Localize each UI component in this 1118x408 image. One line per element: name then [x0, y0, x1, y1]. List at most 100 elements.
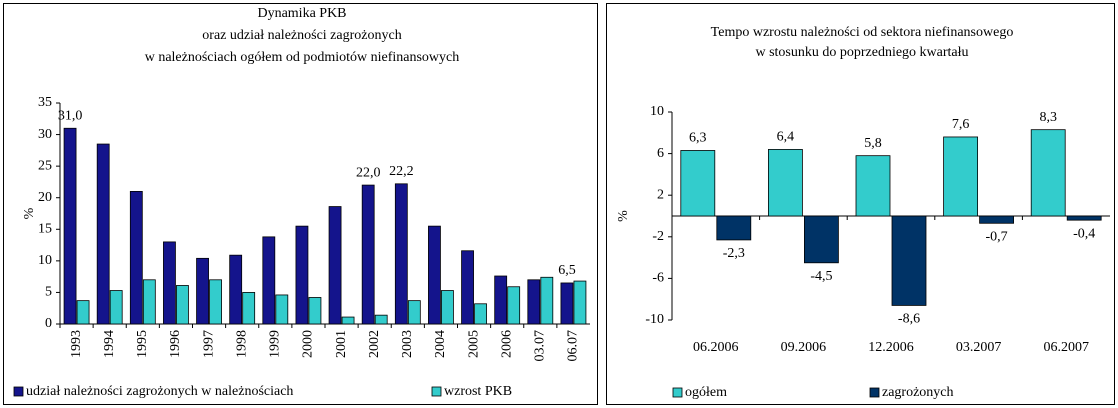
chart-title: Tempo wzrostu należności od sektora nief…: [711, 25, 1014, 40]
x-tick-label: 03.2007: [956, 340, 1002, 355]
bar: [527, 279, 541, 325]
legend-swatch: [13, 386, 24, 397]
value-label: -0,7: [986, 229, 1008, 244]
value-label: -4,5: [810, 269, 832, 284]
y-axis-label: %: [616, 210, 631, 222]
y-tick-label: 30: [38, 127, 52, 142]
y-tick-label: 0: [45, 316, 52, 331]
y-tick-label: 2: [657, 187, 664, 202]
x-tick-label: 2004: [433, 330, 448, 358]
legend-swatch: [672, 387, 683, 398]
x-tick-label: 12.2006: [868, 340, 914, 355]
bar: [441, 290, 454, 325]
value-label: 22,0: [356, 165, 381, 180]
bar: [262, 236, 276, 325]
bar: [96, 143, 110, 325]
x-tick-label: 2003: [400, 330, 415, 358]
value-label: 31,0: [58, 108, 83, 123]
bar: [855, 155, 891, 217]
x-tick-label: 2000: [301, 330, 316, 358]
bar: [76, 300, 90, 325]
x-tick-label: 09.2006: [781, 340, 827, 355]
y-tick-label: 15: [38, 222, 52, 237]
bar: [1066, 215, 1102, 221]
bar: [428, 225, 441, 325]
bar: [804, 215, 839, 264]
x-tick-label: 06.07: [566, 330, 581, 362]
y-tick-label: 20: [38, 190, 52, 205]
legend-swatch: [869, 387, 880, 398]
y-tick-label: 6: [657, 146, 664, 161]
bar: [361, 184, 375, 325]
value-label: 6,3: [689, 131, 707, 146]
bar: [394, 183, 408, 325]
bar: [209, 279, 222, 325]
x-tick-label: 06.2007: [1043, 340, 1089, 355]
bar: [109, 290, 123, 325]
bar: [540, 276, 554, 325]
y-tick-label: -2: [652, 229, 664, 244]
bar: [129, 190, 143, 325]
legend-label: wzrost PKB: [444, 384, 512, 399]
bar: [196, 257, 209, 325]
x-tick-label: 2001: [334, 330, 349, 358]
bar: [943, 136, 978, 217]
x-tick-label: 1994: [102, 330, 117, 358]
bar: [1030, 129, 1066, 217]
chart-title: oraz udział należności zagrożonych: [202, 28, 401, 43]
y-tick-label: -10: [645, 312, 664, 327]
bar: [716, 215, 752, 241]
x-tick-label: 1993: [69, 330, 84, 358]
bar: [341, 316, 355, 325]
x-tick-label: 1999: [268, 330, 283, 358]
x-tick-label: 1998: [234, 330, 249, 358]
value-label: 6,5: [558, 263, 576, 278]
bar: [163, 241, 176, 325]
bar: [275, 294, 289, 325]
y-axis-label: %: [22, 207, 37, 219]
bar: [494, 275, 508, 325]
bar: [308, 297, 322, 325]
value-label: 5,8: [864, 136, 882, 151]
value-label: -2,3: [723, 246, 745, 261]
bar: [295, 225, 309, 325]
y-tick-label: 35: [38, 95, 52, 110]
y-tick-label: 25: [38, 158, 52, 173]
bar: [407, 300, 421, 325]
bar: [768, 149, 803, 217]
value-label: 22,2: [389, 164, 414, 179]
bar: [229, 254, 243, 325]
bar: [63, 127, 77, 325]
bar: [573, 280, 587, 325]
x-tick-label: 03.07: [533, 330, 548, 362]
x-tick-label: 1997: [201, 330, 216, 358]
bar: [242, 292, 256, 325]
chart-title: Dynamika PKB: [257, 6, 346, 21]
value-label: -8,6: [898, 312, 920, 327]
x-tick-label: 2002: [367, 330, 382, 358]
legend-label: ogółem: [685, 385, 727, 400]
value-label: 7,6: [952, 117, 970, 132]
x-tick-label: 1995: [135, 330, 150, 358]
bar: [176, 285, 189, 325]
y-tick-label: 10: [650, 104, 664, 119]
y-tick-label: -6: [652, 271, 664, 286]
legend-swatch: [431, 386, 442, 397]
y-tick-label: 5: [45, 285, 52, 300]
legend-label: udział należności zagrożonych w należnoś…: [26, 384, 293, 399]
legend-label: zagrożonych: [882, 385, 954, 400]
x-tick-label: 1996: [168, 330, 183, 358]
y-tick-label: 10: [38, 253, 52, 268]
bar: [474, 303, 487, 325]
x-tick-label: 2005: [466, 330, 481, 358]
bar: [142, 279, 156, 325]
bar: [507, 286, 521, 325]
bar: [374, 314, 388, 325]
bar: [328, 206, 342, 325]
value-label: 8,3: [1039, 110, 1057, 125]
bar: [461, 250, 474, 325]
value-label: -0,4: [1073, 226, 1095, 241]
bar: [560, 282, 574, 325]
x-tick-label: 2006: [499, 330, 514, 358]
